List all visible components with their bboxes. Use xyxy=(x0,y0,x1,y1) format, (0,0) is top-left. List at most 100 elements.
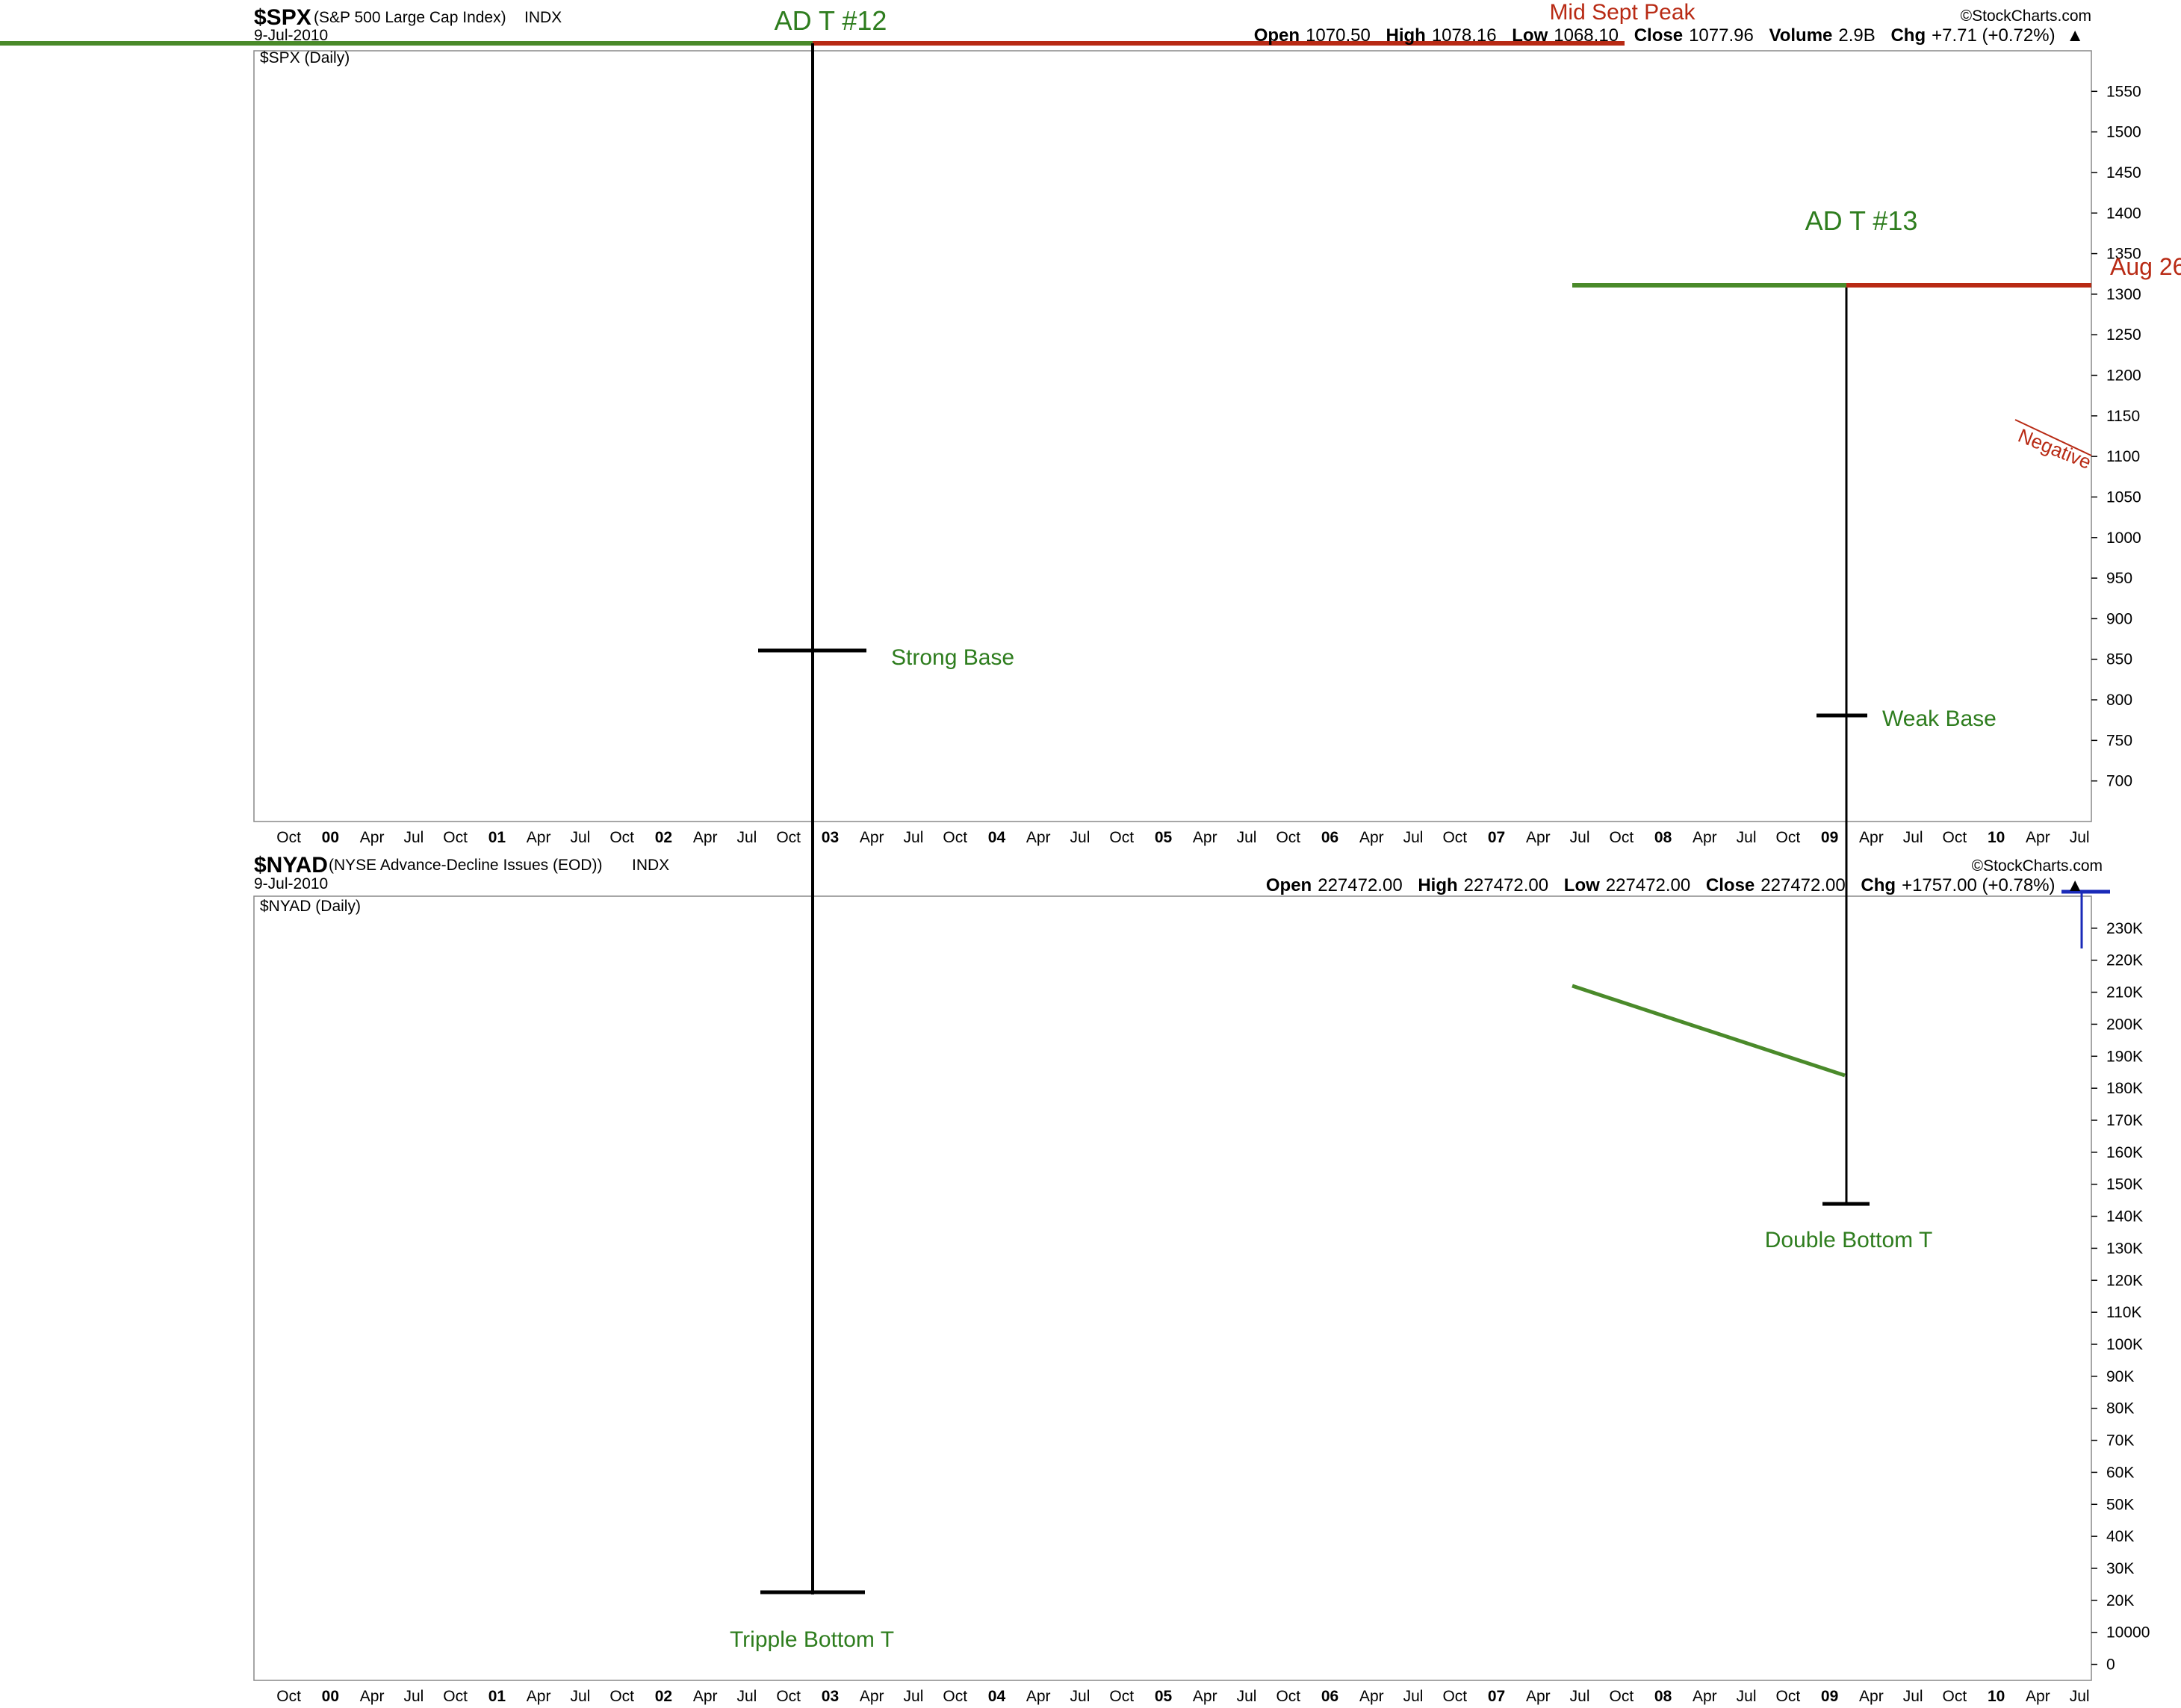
top-xtick-label: Oct xyxy=(1442,829,1467,846)
top-xtick-label: Jul xyxy=(1070,829,1090,846)
bottom-ytick-label: 0 xyxy=(2106,1656,2115,1674)
top-xtick-label: Oct xyxy=(276,829,301,846)
bottom-xtick-label: Jul xyxy=(403,1688,424,1705)
bottom-exchange: INDX xyxy=(632,857,669,874)
bottom-xtick-label: Oct xyxy=(1442,1688,1467,1705)
annot-double-bottom: Double Bottom T xyxy=(1765,1228,1933,1252)
bottom-xtick-label: 06 xyxy=(1321,1688,1338,1705)
bottom-ytick-label: 90K xyxy=(2106,1368,2134,1385)
top-name: (S&P 500 Large Cap Index) xyxy=(314,9,506,26)
bottom-xtick-label: Jul xyxy=(570,1688,590,1705)
top-xtick-label: Oct xyxy=(943,829,967,846)
top-xtick-label: Apr xyxy=(360,829,385,846)
top-ytick-label: 1050 xyxy=(2106,488,2141,506)
annot-weak-base: Weak Base xyxy=(1882,707,1997,731)
top-xtick-label: Apr xyxy=(1359,829,1384,846)
bottom-xtick-label: Apr xyxy=(1193,1688,1217,1705)
top-xtick-label: Jul xyxy=(737,829,757,846)
bottom-low-value: 227472.00 xyxy=(1606,875,1690,895)
top-xtick-label: Apr xyxy=(693,829,718,846)
top-xtick-label: Oct xyxy=(1943,829,1967,846)
bottom-xtick-label: Jul xyxy=(737,1688,757,1705)
top-exchange: INDX xyxy=(524,9,562,26)
top-ytick-label: 700 xyxy=(2106,773,2132,790)
bottom-xtick-label: Apr xyxy=(1693,1688,1717,1705)
bottom-ytick-label: 50K xyxy=(2106,1496,2134,1513)
top-ytick-label: 1250 xyxy=(2106,326,2141,344)
top-low-value: 1068.10 xyxy=(1554,25,1619,46)
bottom-date: 9-Jul-2010 xyxy=(254,875,328,892)
bottom-ytick-label: 150K xyxy=(2106,1176,2143,1193)
top-xtick-label: 00 xyxy=(322,829,339,846)
bottom-ytick-label: 110K xyxy=(2106,1304,2142,1321)
bottom-ytick-label: 180K xyxy=(2106,1080,2143,1097)
bottom-ytick-label: 30K xyxy=(2106,1560,2134,1577)
bottom-chg-label: Chg xyxy=(1861,875,1896,895)
top-xtick-label: Jul xyxy=(2070,829,2090,846)
top-xtick-label: Jul xyxy=(570,829,590,846)
annot-ad-t13: AD T #13 xyxy=(1805,205,1918,236)
bottom-ytick-label: 70K xyxy=(2106,1432,2134,1450)
top-xtick-label: Jul xyxy=(403,829,424,846)
bottom-high-value: 227472.00 xyxy=(1464,875,1548,895)
bottom-ytick-label: 80K xyxy=(2106,1400,2134,1417)
bottom-xtick-label: Jul xyxy=(1570,1688,1590,1705)
bottom-xtick-label: Oct xyxy=(1943,1688,1967,1705)
top-ytick-label: 1000 xyxy=(2106,530,2141,547)
bottom-xtick-label: Apr xyxy=(693,1688,718,1705)
top-ytick-label: 850 xyxy=(2106,651,2132,668)
bottom-watermark: ©StockCharts.com xyxy=(1972,857,2103,875)
bottom-xtick-label: 09 xyxy=(1821,1688,1838,1705)
top-xtick-label: 10 xyxy=(1988,829,2005,846)
bottom-ytick-label: 100K xyxy=(2106,1336,2143,1353)
top-ytick-label: 1150 xyxy=(2106,408,2140,425)
bottom-xtick-label: Oct xyxy=(443,1688,468,1705)
top-ytick-label: 900 xyxy=(2106,610,2132,627)
top-close-value: 1077.96 xyxy=(1689,25,1754,46)
bottom-xtick-label: Apr xyxy=(1026,1688,1051,1705)
top-ytick-label: 1350 xyxy=(2106,246,2141,263)
top-ytick-label: 1450 xyxy=(2106,164,2141,181)
bottom-xtick-label: Apr xyxy=(860,1688,884,1705)
top-close-label: Close xyxy=(1634,25,1683,46)
top-ytick-label: 1100 xyxy=(2106,448,2140,465)
bottom-xtick-label: Oct xyxy=(1109,1688,1134,1705)
bottom-xtick-label: Apr xyxy=(1859,1688,1884,1705)
bottom-xtick-label: Jul xyxy=(1403,1688,1424,1705)
bottom-header: $NYAD (NYSE Advance-Decline Issues (EOD)… xyxy=(254,853,2103,915)
bottom-xtick-label: 03 xyxy=(822,1688,839,1705)
top-up-arrow-icon: ▲ xyxy=(2066,25,2084,46)
top-plot-frame xyxy=(253,50,2092,822)
top-xtick-label: Jul xyxy=(1237,829,1257,846)
bottom-open-label: Open xyxy=(1266,875,1312,895)
bottom-xtick-label: Jul xyxy=(1237,1688,1257,1705)
bottom-xtick-label: 00 xyxy=(322,1688,339,1705)
bottom-ytick-label: 190K xyxy=(2106,1048,2143,1065)
top-xtick-label: Jul xyxy=(904,829,924,846)
bottom-xtick-label: Oct xyxy=(1609,1688,1634,1705)
top-xtick-label: Jul xyxy=(1903,829,1923,846)
bottom-xtick-label: Apr xyxy=(527,1688,551,1705)
top-ytick-label: 1550 xyxy=(2106,83,2141,100)
top-xtick-label: Jul xyxy=(1570,829,1590,846)
top-ytick-label: 1500 xyxy=(2106,124,2141,141)
annot-tripple-bottom: Tripple Bottom T xyxy=(730,1627,894,1652)
top-xtick-label: Jul xyxy=(1737,829,1757,846)
bottom-xtick-label: 04 xyxy=(988,1688,1006,1705)
top-xtick-label: Apr xyxy=(1526,829,1551,846)
top-xtick-label: Jul xyxy=(1403,829,1424,846)
bottom-xtick-label: Apr xyxy=(2026,1688,2050,1705)
top-xtick-label: 04 xyxy=(988,829,1006,846)
bottom-chg-value: +1757.00 (+0.78%) xyxy=(1902,875,2056,895)
top-xtick-label: Apr xyxy=(2026,829,2050,846)
annot-strong-base: Strong Base xyxy=(891,645,1014,670)
bottom-ytick-label: 200K xyxy=(2106,1016,2143,1033)
top-ytick-label: 800 xyxy=(2106,692,2132,709)
frame-layer xyxy=(253,50,2092,1681)
top-panel-label: $SPX (Daily) xyxy=(260,49,350,66)
bottom-ohlc-readout: Open 227472.00 High 227472.00 Low 227472.00… xyxy=(1266,875,2084,895)
ticks-layer: 7007508008509009501000105011001150120012… xyxy=(276,83,2150,1705)
annot-ad-t12: AD T #12 xyxy=(775,5,887,36)
bottom-xtick-label: 01 xyxy=(488,1688,506,1705)
